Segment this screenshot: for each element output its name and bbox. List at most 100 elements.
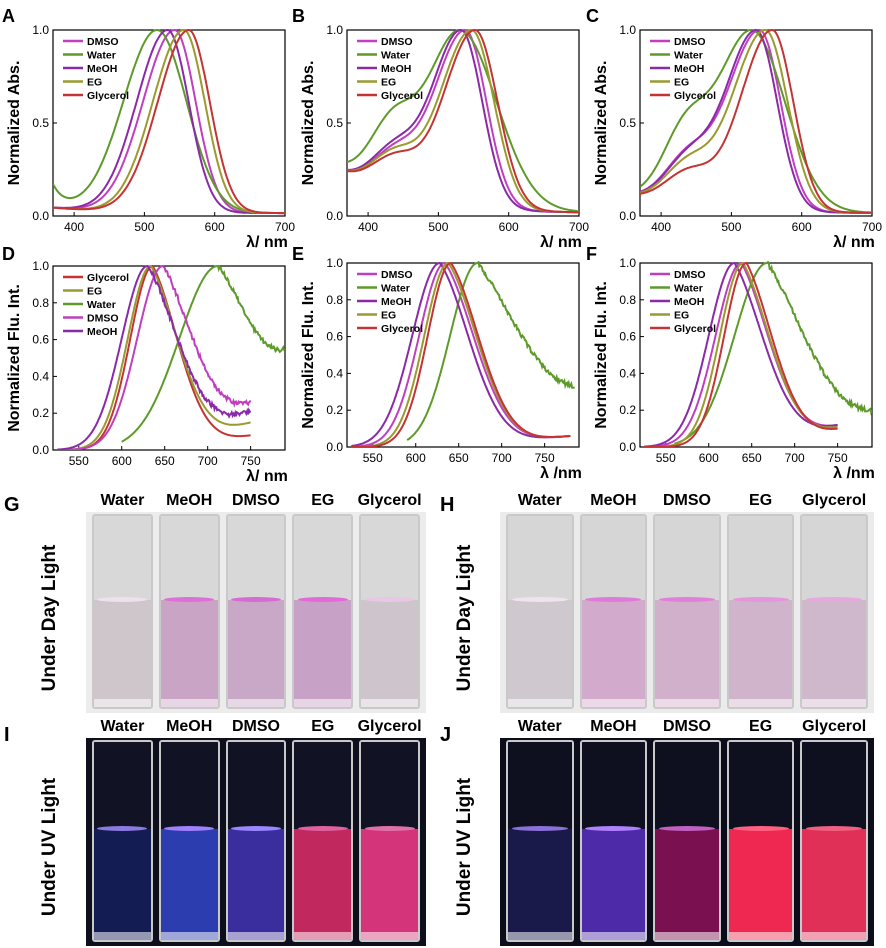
cuvette-base	[160, 932, 218, 940]
photo-panel-I	[86, 738, 426, 946]
y-tick-label: 0.6	[32, 333, 49, 347]
cuvette-liquid	[802, 600, 866, 707]
cuvette-air	[361, 742, 418, 830]
photo-panel-G	[86, 512, 426, 713]
y-axis-label: Normalized Flu. Int.	[6, 284, 23, 432]
y-tick-label: 1.0	[326, 23, 343, 37]
x-tick-label: 600	[112, 454, 132, 468]
cuvette-EG	[292, 514, 354, 709]
legend-label-DMSO: DMSO	[381, 36, 413, 48]
cuvette-liquid	[728, 829, 793, 940]
cuvette-meniscus	[164, 826, 215, 832]
cuvette-Glycerol	[800, 740, 868, 942]
cuvette-base	[160, 699, 218, 707]
plot-frame	[639, 262, 873, 448]
y-tick-label: 0.0	[326, 440, 343, 454]
y-tick-label: 0.0	[619, 440, 636, 454]
plot-frame	[52, 265, 286, 451]
cuvette-label-DMSO: DMSO	[662, 718, 711, 735]
cuvette-meniscus	[511, 826, 568, 832]
cuvette-liquid	[581, 829, 646, 940]
x-tick-label: 700	[275, 220, 295, 234]
cuvette-label-Glycerol: Glycerol	[357, 492, 422, 509]
legend-label-Glycerol: Glycerol	[87, 272, 129, 284]
y-axis-label: Normalized Abs.	[300, 61, 317, 186]
cuvette-air	[655, 516, 719, 601]
y-tick-label: 0.6	[326, 330, 343, 344]
chart-A: A 400 500 600 700 0.0 0.5 1.0 Normalized Abs. λ/ …	[2, 6, 295, 251]
y-axis-label: Normalized Abs.	[6, 61, 23, 186]
cuvette-label-Water: Water	[517, 718, 562, 735]
x-tick-label: 550	[656, 451, 676, 465]
cuvette-Glycerol	[800, 514, 868, 709]
x-tick-label: 600	[699, 451, 719, 465]
x-axis-label: λ/ nm	[540, 234, 582, 251]
cuvette-base	[655, 932, 719, 940]
cuvette-liquid	[655, 829, 719, 940]
legend-label-EG: EG	[381, 310, 396, 322]
x-axis-label: λ /nm	[833, 465, 875, 482]
y-tick-label: 1.0	[619, 23, 636, 37]
cuvette-meniscus	[297, 826, 348, 832]
series-line-MeOH	[57, 264, 252, 450]
cuvette-liquid	[361, 600, 418, 707]
cuvette-liquid	[361, 829, 418, 940]
legend-label-EG: EG	[87, 77, 102, 89]
x-tick-label: 600	[792, 220, 812, 234]
side-label-I: Under UV Light	[39, 777, 60, 917]
cuvette-air	[160, 516, 218, 601]
cuvette-meniscus	[659, 597, 715, 603]
y-tick-label: 0.4	[326, 366, 343, 380]
cuvette-label-DMSO: DMSO	[231, 492, 280, 509]
x-tick-label: 400	[358, 220, 378, 234]
y-tick-label: 0.2	[619, 403, 636, 417]
y-tick-label: 0.0	[619, 209, 636, 223]
cuvette-liquid	[94, 829, 151, 940]
cuvette-DMSO	[653, 514, 721, 709]
cuvette-DMSO	[653, 740, 721, 942]
cuvette-meniscus	[164, 597, 215, 603]
y-tick-label: 0.4	[32, 369, 49, 383]
legend-label-EG: EG	[674, 77, 689, 89]
legend-label-Glycerol: Glycerol	[87, 90, 129, 102]
cuvette-air	[94, 742, 151, 830]
legend-label-Glycerol: Glycerol	[381, 90, 423, 102]
y-tick-label: 0.0	[326, 209, 343, 223]
cuvette-meniscus	[806, 826, 863, 832]
cuvette-liquid	[581, 600, 646, 707]
x-tick-label: 750	[241, 454, 261, 468]
cuvette-air	[802, 516, 866, 601]
x-tick-label: 700	[198, 454, 218, 468]
cuvette-label-EG: EG	[311, 492, 335, 509]
x-tick-label: 500	[428, 220, 448, 234]
legend-label-DMSO: DMSO	[381, 269, 413, 281]
series-line-Glycerol	[347, 29, 579, 214]
panel-letter-F: F	[586, 244, 597, 264]
cuvette-base	[227, 932, 285, 940]
cuvette-base	[294, 932, 352, 940]
panel-letter-B: B	[292, 6, 305, 26]
cuvette-liquid	[508, 829, 572, 940]
x-tick-label: 700	[785, 451, 805, 465]
series-line-Glycerol	[640, 29, 872, 214]
series-line-MeOH	[347, 29, 579, 214]
x-tick-label: 650	[449, 451, 469, 465]
y-tick-label: 0.2	[326, 403, 343, 417]
cuvette-label-Water: Water	[100, 718, 145, 735]
legend-label-EG: EG	[381, 77, 396, 89]
cuvette-Water	[92, 514, 153, 709]
cuvette-DMSO	[225, 514, 287, 709]
x-tick-label: 550	[69, 454, 89, 468]
cuvette-air	[94, 516, 151, 601]
cuvette-meniscus	[297, 597, 348, 603]
cuvette-liquid	[94, 600, 151, 707]
cuvette-meniscus	[231, 597, 281, 603]
cuvette-base	[802, 932, 866, 940]
cuvette-label-EG: EG	[749, 718, 773, 735]
y-axis-label: Normalized Flu. Int.	[300, 281, 317, 429]
cuvette-DMSO	[225, 740, 287, 942]
cuvette-label-DMSO: DMSO	[662, 492, 711, 509]
cuvette-air	[294, 742, 352, 830]
panel-letter-J: J	[440, 724, 452, 746]
